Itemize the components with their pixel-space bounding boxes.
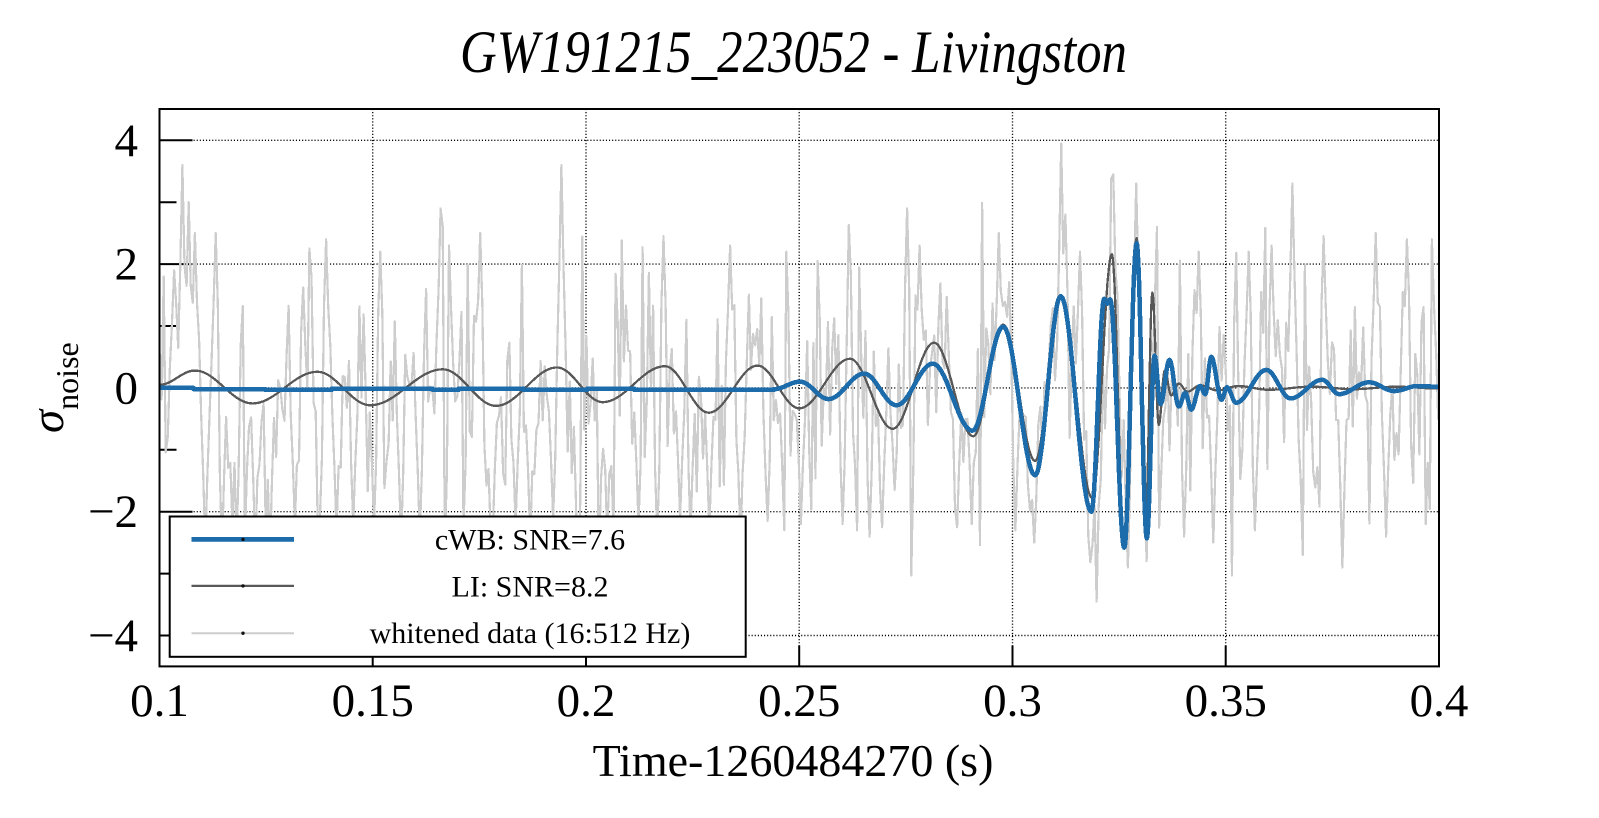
svg-text:0.2: 0.2 [557, 675, 616, 727]
svg-text:0.35: 0.35 [1185, 675, 1267, 727]
svg-text:0.4: 0.4 [1410, 675, 1469, 727]
svg-text:0: 0 [115, 362, 139, 414]
svg-text:cWB: SNR=7.6: cWB: SNR=7.6 [435, 524, 625, 557]
svg-text:whitened data (16:512 Hz): whitened data (16:512 Hz) [370, 617, 691, 650]
svg-text:0.1: 0.1 [130, 675, 189, 727]
svg-text:0.3: 0.3 [983, 675, 1042, 727]
svg-text:σnoise: σnoise [22, 342, 85, 433]
svg-text:−2: −2 [88, 486, 138, 538]
svg-text:0.25: 0.25 [758, 675, 840, 727]
svg-text:GW191215_223052 - Livingston: GW191215_223052 - Livingston [460, 19, 1127, 85]
svg-text:4: 4 [115, 115, 139, 167]
svg-text:LI: SNR=8.2: LI: SNR=8.2 [452, 571, 609, 604]
svg-text:−4: −4 [88, 610, 138, 662]
svg-text:0.15: 0.15 [332, 675, 414, 727]
svg-text:Time-1260484270 (s): Time-1260484270 (s) [593, 735, 994, 786]
svg-text:2: 2 [115, 239, 139, 291]
